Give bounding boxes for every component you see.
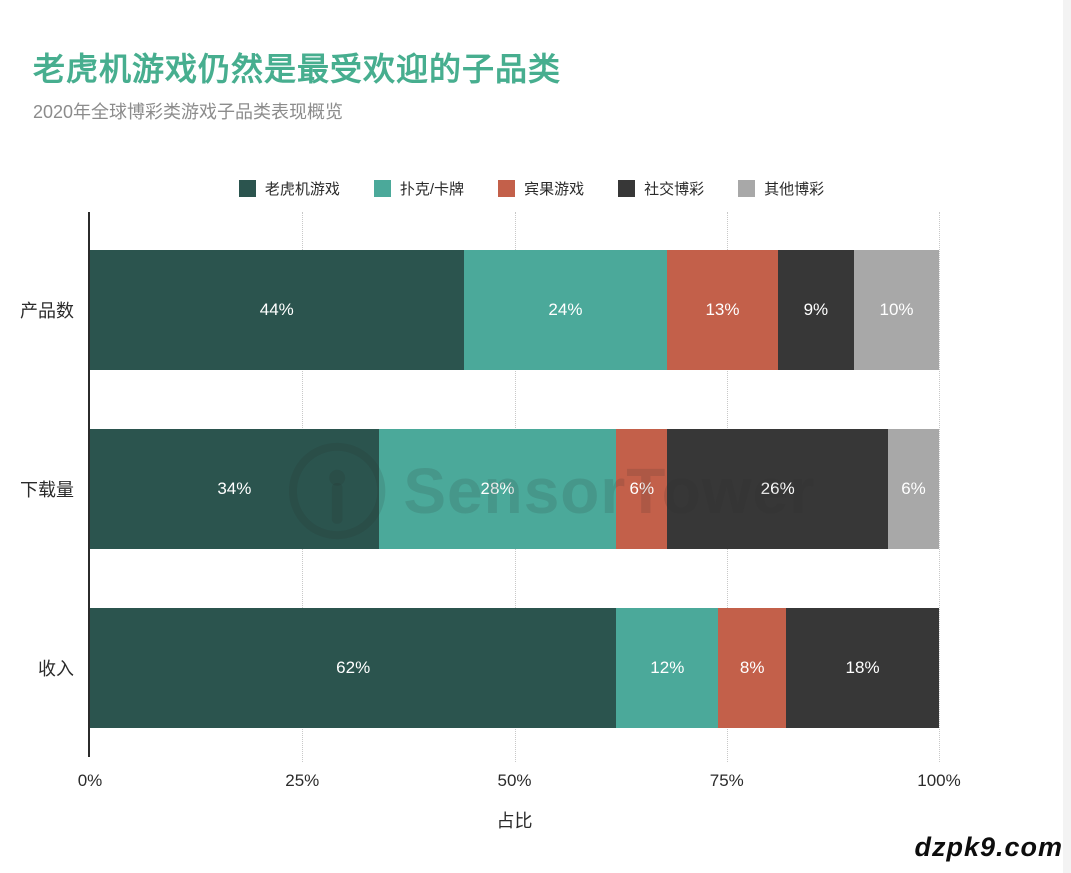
segment-value-label: 13% — [705, 300, 740, 319]
bar-segment-收入-社交博彩: 18% — [786, 608, 939, 728]
legend-item-5: 其他博彩 — [738, 178, 824, 199]
legend-swatch-icon — [238, 180, 256, 197]
legend-item-label: 宾果游戏 — [524, 181, 585, 198]
bar-segment-产品数-宾果游戏: 13% — [667, 250, 778, 370]
row-label-下载量: 下载量 — [20, 480, 74, 500]
plot-area: 占比 0% 25% 50% 75% 100% 产品数 44% 24% 13% 9% 10% 下载量 34… — [20, 212, 961, 831]
segment-value-label: 26% — [760, 479, 795, 498]
gridline-100 — [939, 212, 940, 762]
row-label-收入: 收入 — [38, 659, 74, 679]
legend-item-1: 老虎机游戏 — [238, 178, 340, 199]
x-tick-100: 100% — [917, 771, 961, 790]
legend-item-label: 老虎机游戏 — [264, 181, 340, 198]
x-tick-0: 0% — [77, 771, 103, 790]
legend-item-3: 宾果游戏 — [498, 178, 584, 199]
legend-swatch-icon — [618, 180, 636, 197]
page-edge — [1063, 0, 1071, 873]
bar-segment-下载量-宾果游戏: 6% — [616, 429, 668, 549]
bar-segment-下载量-其他博彩: 6% — [888, 429, 939, 549]
bar-segment-下载量-社交博彩: 26% — [667, 429, 889, 549]
row-label-产品数: 产品数 — [20, 301, 74, 321]
legend: 老虎机游戏 扑克/卡牌 宾果游戏 社交博彩 其他博彩 — [0, 178, 1063, 199]
page-subtitle: 2020年全球博彩类游戏子品类表现概览 — [33, 102, 344, 122]
bar-segment-收入-老虎机游戏: 62% — [90, 608, 617, 728]
bar-segment-下载量-老虎机游戏: 34% — [90, 429, 379, 549]
x-axis-title: 占比 — [496, 811, 533, 831]
bar-segment-下载量-扑克/卡牌: 28% — [378, 429, 617, 549]
segment-value-label: 9% — [803, 300, 829, 319]
legend-item-label: 扑克/卡牌 — [399, 181, 465, 198]
bar-segment-产品数-其他博彩: 10% — [854, 250, 939, 370]
segment-value-label: 44% — [259, 300, 294, 319]
bar-segment-收入-扑克/卡牌: 12% — [616, 608, 719, 728]
legend-item-label: 社交博彩 — [644, 181, 705, 198]
bar-segment-收入-宾果游戏: 8% — [718, 608, 787, 728]
x-tick-75: 75% — [709, 771, 744, 790]
page-title: 老虎机游戏仍然是最受欢迎的子品类 — [33, 51, 562, 87]
site-watermark: dzpk9.com — [914, 832, 1063, 862]
x-tick-25: 25% — [285, 771, 320, 790]
bar-row-下载量: 下载量 34% 28% 6% 26% 6% — [20, 429, 939, 549]
x-tick-50: 50% — [497, 771, 532, 790]
segment-value-label: 24% — [548, 300, 583, 319]
segment-value-label: 62% — [336, 658, 371, 677]
segment-value-label: 6% — [901, 479, 926, 498]
legend-swatch-icon — [738, 180, 756, 197]
legend-item-label: 其他博彩 — [764, 181, 825, 198]
segment-value-label: 28% — [480, 479, 515, 498]
segment-value-label: 12% — [650, 658, 685, 677]
legend-item-4: 社交博彩 — [618, 178, 704, 199]
bar-segment-产品数-扑克/卡牌: 24% — [463, 250, 668, 370]
segment-value-label: 6% — [629, 479, 655, 498]
bar-row-产品数: 产品数 44% 24% 13% 9% 10% — [20, 250, 939, 370]
segment-value-label: 8% — [739, 658, 765, 677]
bar-segment-产品数-社交博彩: 9% — [777, 250, 855, 370]
bar-row-收入: 收入 62% 12% 8% 18% — [38, 608, 939, 728]
legend-swatch-icon — [498, 180, 516, 197]
legend-item-2: 扑克/卡牌 — [373, 178, 465, 199]
bar-segment-产品数-老虎机游戏: 44% — [90, 250, 464, 370]
segment-value-label: 34% — [217, 479, 252, 498]
legend-swatch-icon — [373, 180, 391, 197]
segment-value-label: 18% — [845, 658, 880, 677]
segment-value-label: 10% — [879, 300, 914, 319]
